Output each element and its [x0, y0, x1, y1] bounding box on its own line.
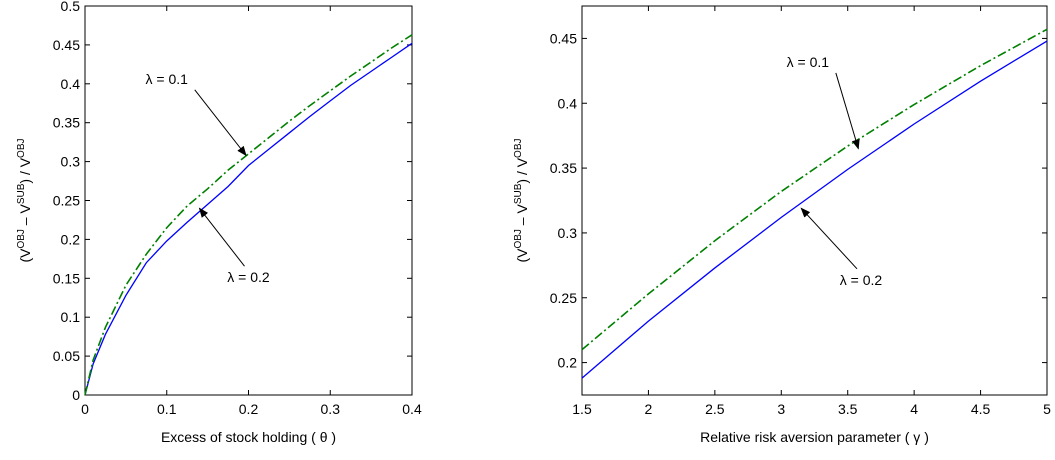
chart-2: 1.5 2 2.5 3 3.5 4 4.5 5 0.2 0.25 0.3 0.35 0.4 0.45 Rel…	[513, 5, 1051, 445]
y-tick-label: 0.3	[61, 154, 81, 170]
y-axis-title: (VOBJ – VSUB) / VOBJ	[513, 138, 530, 262]
plot-frame	[581, 5, 1048, 396]
y-tick-label: 0	[72, 387, 80, 403]
y-tick-label: 0.25	[53, 193, 80, 209]
y-tick-label: 0.5	[61, 0, 81, 14]
x-tick-label: 5	[1043, 401, 1051, 417]
y-tick-label: 0.2	[558, 355, 578, 371]
annotation-arrow	[835, 72, 860, 150]
y-tick-label: 0.3	[558, 225, 578, 241]
x-tick-label: 0.1	[157, 401, 177, 417]
y-tick-label: 0.1	[61, 309, 81, 325]
series-line-dashdot	[84, 34, 413, 396]
annotation-arrow	[198, 207, 245, 267]
y-tick-label: 0.25	[550, 290, 577, 306]
y-tick-label: 0.15	[53, 270, 80, 286]
y-axis-title-superscript: OBJ	[513, 138, 524, 157]
y-axis-title-part: (V	[514, 248, 530, 263]
y-tick-label: 0.4	[558, 95, 578, 111]
y-axis-title-part: (V	[17, 248, 33, 263]
y-axis-title-superscript: OBJ	[16, 229, 27, 248]
x-tick-label: 0.3	[321, 401, 341, 417]
y-tick-label: 0.45	[53, 37, 80, 53]
y-tick-label: 0.4	[61, 76, 81, 92]
chart-1: 0 0.1 0.2 0.3 0.4 0 0.05 0.1 0.15 0.2 0.25 0.3 0.35 0…	[16, 0, 422, 445]
annotation-label: λ = 0.1	[787, 54, 830, 70]
y-tick-label: 0.2	[61, 231, 81, 247]
y-tick-label: 0.35	[53, 115, 80, 131]
y-tick-label: 0.05	[53, 348, 80, 364]
y-axis-title-part: – V	[17, 204, 33, 230]
plot-frame	[84, 5, 413, 396]
y-axis-title-part: – V	[514, 204, 530, 230]
x-tick-label: 0.2	[239, 401, 259, 417]
annotation-label: λ = 0.2	[840, 272, 883, 288]
y-axis-title-superscript: SUB	[16, 183, 27, 204]
y-axis-title-part: ) / V	[514, 157, 530, 183]
x-axis-title: Excess of stock holding ( θ )	[161, 429, 336, 445]
x-tick-label: 2.5	[705, 401, 725, 417]
annotation-arrow	[194, 89, 247, 157]
series-line-solid	[84, 42, 413, 396]
y-axis-title: (VOBJ – VSUB) / VOBJ	[16, 138, 33, 262]
y-axis-title-superscript: OBJ	[513, 229, 524, 248]
x-tick-label: 0.4	[402, 401, 422, 417]
x-tick-label: 1.5	[572, 401, 592, 417]
annotation-label: λ = 0.1	[146, 71, 189, 87]
x-tick-label: 0	[81, 401, 89, 417]
y-tick-label: 0.45	[550, 30, 577, 46]
y-axis-title-superscript: OBJ	[16, 138, 27, 157]
x-axis-title: Relative risk aversion parameter ( γ )	[700, 429, 929, 445]
x-tick-label: 4	[910, 401, 918, 417]
annotation-arrow	[800, 207, 858, 270]
y-axis-title-part: ) / V	[17, 157, 33, 183]
annotation-label: λ = 0.2	[227, 269, 270, 285]
x-tick-label: 2	[645, 401, 653, 417]
x-tick-label: 4.5	[971, 401, 991, 417]
series-line-solid	[581, 40, 1048, 379]
y-axis-title-superscript: SUB	[513, 183, 524, 204]
series-line-dashdot	[581, 28, 1048, 351]
x-tick-label: 3	[777, 401, 785, 417]
x-tick-label: 3.5	[838, 401, 858, 417]
y-tick-label: 0.35	[550, 160, 577, 176]
